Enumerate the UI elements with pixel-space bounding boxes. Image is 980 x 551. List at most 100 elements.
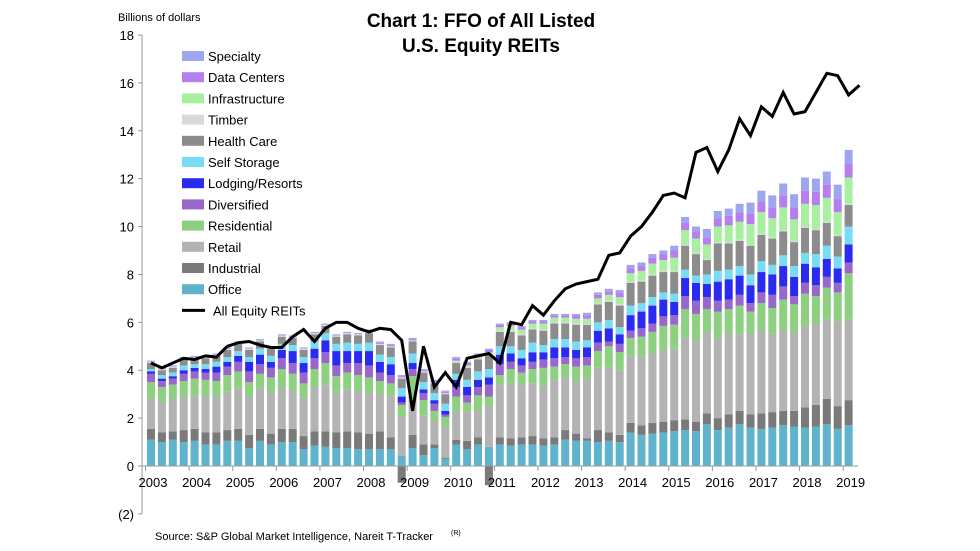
bar-segment-health-care <box>234 343 243 352</box>
bar-segment-lodging-resorts <box>561 347 570 358</box>
bar-segment-retail <box>702 331 711 414</box>
bar-segment-self-storage <box>310 341 319 349</box>
bar-segment-health-care <box>365 333 373 343</box>
bar-segment-infrastructure <box>659 260 668 271</box>
bar-segment-retail <box>332 391 341 433</box>
bar-segment-health-care <box>561 323 570 340</box>
bar-segment-diversified <box>692 300 700 314</box>
bar-segment-industrial <box>583 438 591 441</box>
bar-segment-industrial <box>681 419 690 431</box>
bar-segment-specialty <box>168 365 177 367</box>
bar-segment-infrastructure <box>637 270 646 281</box>
bar-segment-timber <box>299 348 308 350</box>
bar-segment-self-storage <box>593 322 602 331</box>
bar-segment-diversified <box>484 384 493 397</box>
bar-segment-retail <box>256 388 264 429</box>
bar-segment-residential <box>234 371 243 389</box>
bar-segment-retail <box>190 395 199 429</box>
bar-segment-retail <box>681 337 690 420</box>
bar-segment-timber <box>550 322 559 324</box>
bar-segment-data-centers <box>779 195 788 208</box>
bar-segment-infrastructure <box>735 221 744 240</box>
bar-segment-data-centers <box>659 254 668 261</box>
bar-segment-self-storage <box>179 365 188 371</box>
bar-segment-lodging-resorts <box>648 305 657 324</box>
bar-segment-specialty <box>724 208 733 216</box>
bar-segment-health-care <box>190 358 199 365</box>
bar-segment-specialty <box>822 171 831 185</box>
bar-segment-industrial <box>212 432 221 445</box>
bar-segment-specialty <box>790 194 799 208</box>
bar-segment-office <box>354 449 363 466</box>
bar-segment-specialty <box>583 312 591 316</box>
bar-segment-data-centers <box>637 266 646 271</box>
bar-segment-self-storage <box>343 342 352 352</box>
bar-segment-diversified <box>583 357 591 366</box>
bar-segment-industrial <box>201 432 210 445</box>
bar-segment-timber <box>833 234 842 237</box>
bar-segment-health-care <box>408 341 417 354</box>
bar-segment-self-storage <box>386 357 395 365</box>
bar-segment-industrial <box>659 421 668 433</box>
bar-segment-timber <box>463 366 472 368</box>
bar-segment-industrial <box>147 428 155 440</box>
x-tick-label: 2017 <box>749 475 778 490</box>
bar-segment-diversified <box>702 297 711 310</box>
bar-segment-self-storage <box>713 270 722 282</box>
bar-segment-infrastructure <box>506 325 515 331</box>
bar-segment-data-centers <box>561 315 570 318</box>
bar-segment-residential <box>833 292 842 322</box>
bar-segment-residential <box>506 369 515 384</box>
bar-segment-residential <box>245 382 254 397</box>
bar-segment-specialty <box>626 264 635 269</box>
bar-segment-residential <box>822 287 831 319</box>
bar-segment-self-storage <box>168 372 177 377</box>
bar-segment-residential <box>724 309 733 334</box>
bar-segment-timber <box>822 221 831 223</box>
legend-swatch <box>182 220 204 231</box>
bar-segment-self-storage <box>822 245 831 259</box>
bar-segment-health-care <box>550 323 559 340</box>
bar-segment-timber <box>147 361 155 364</box>
legend-swatch <box>182 72 204 83</box>
bar-segment-data-centers <box>670 250 679 258</box>
bar-segment-residential <box>561 364 570 378</box>
bar-segment-specialty <box>768 195 777 208</box>
bar-segment-office <box>474 444 482 466</box>
bar-segment-specialty <box>659 250 668 255</box>
bar-segment-residential <box>397 404 406 417</box>
bar-segment-retail <box>179 396 188 431</box>
bar-segment-timber <box>768 237 777 239</box>
bar-segment-residential <box>332 376 341 392</box>
bar-segment-specialty <box>397 375 406 377</box>
bar-segment-health-care <box>517 335 526 350</box>
bar-segment-diversified <box>626 330 635 338</box>
bar-segment-infrastructure <box>844 177 853 204</box>
bar-segment-data-centers <box>811 191 820 206</box>
bar-segment-data-centers <box>735 212 744 222</box>
bar-segment-office <box>648 433 657 466</box>
bar-segment-self-storage <box>495 346 504 355</box>
legend-item-lodging-resorts: Lodging/Resorts <box>182 176 303 191</box>
legend-item-retail: Retail <box>182 240 241 255</box>
bar-segment-residential <box>288 373 297 391</box>
bar-segment-health-care <box>702 260 711 275</box>
bar-segment-retail <box>670 348 679 421</box>
bar-segment-timber <box>495 330 504 332</box>
bar-segment-residential <box>604 346 613 368</box>
x-tick-label: 2010 <box>444 475 473 490</box>
bar-segment-self-storage <box>157 375 166 379</box>
bar-segment-office <box>528 444 537 466</box>
bar-segment-self-storage <box>528 342 537 353</box>
bar-segment-specialty <box>386 343 395 346</box>
bar-segment-residential <box>201 379 210 397</box>
bar-segment-residential <box>692 313 700 341</box>
bar-segment-diversified <box>212 372 221 381</box>
bar-segment-infrastructure <box>615 297 624 305</box>
bar-segment-residential <box>768 307 777 334</box>
bar-segment-diversified <box>147 373 155 383</box>
bar-segment-specialty <box>299 347 308 349</box>
bar-segment-residential <box>266 377 275 393</box>
legend-label: Office <box>208 282 242 297</box>
bar-segment-industrial <box>343 431 352 449</box>
